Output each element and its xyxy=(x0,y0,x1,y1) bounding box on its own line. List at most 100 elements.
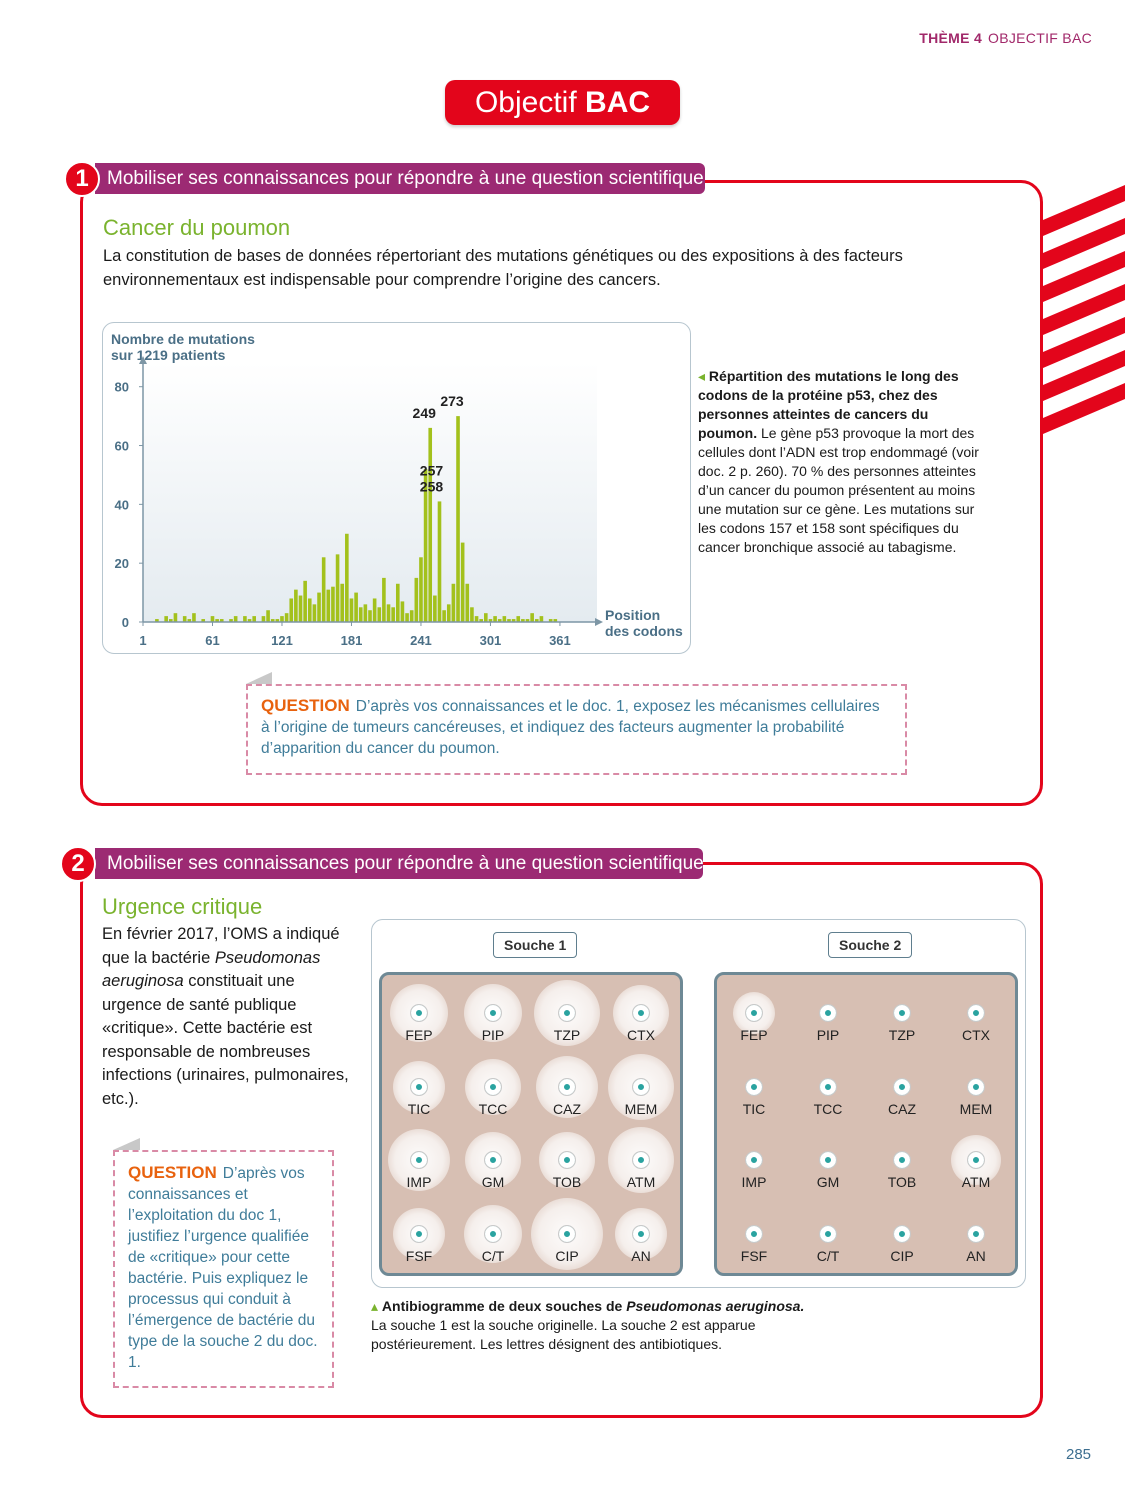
disc xyxy=(558,1151,576,1169)
disc xyxy=(558,1224,576,1243)
strain-label: Souche 2 xyxy=(828,932,913,958)
bar xyxy=(247,619,252,622)
disc xyxy=(558,1077,576,1096)
antibiotic-label: TCC xyxy=(813,1100,843,1117)
x-tick-label: 361 xyxy=(549,633,571,648)
bar xyxy=(405,613,409,622)
y-tick-label: 80 xyxy=(115,380,129,395)
bar xyxy=(345,533,349,622)
disc xyxy=(558,1004,576,1022)
bar xyxy=(534,619,539,622)
intro: La constitution de bases de données répe… xyxy=(103,247,903,289)
bar xyxy=(479,619,483,622)
bar xyxy=(229,619,233,622)
banner: Mobiliser ses connaissances pour répondr… xyxy=(95,163,705,194)
x-tick-label: 1 xyxy=(139,633,146,648)
x-tick-label: 121 xyxy=(271,633,293,648)
antibiotic-label: FSF xyxy=(740,1247,768,1264)
bar xyxy=(391,607,395,622)
bar xyxy=(507,619,511,622)
bar xyxy=(428,427,433,622)
disc xyxy=(484,1151,502,1169)
bar xyxy=(484,613,488,622)
bar xyxy=(280,616,284,622)
bar xyxy=(548,619,553,622)
bar xyxy=(460,542,465,622)
bar xyxy=(386,604,391,622)
disc xyxy=(967,1004,985,1022)
antibiotic-label: TCC xyxy=(478,1100,508,1117)
bar xyxy=(423,469,428,622)
antibiotic-label: MEM xyxy=(959,1100,993,1117)
disc xyxy=(484,1077,502,1096)
y-tick-label: 0 xyxy=(122,615,129,630)
title-light: Objectif xyxy=(474,86,577,119)
bar xyxy=(437,501,442,622)
antibiotic-label: FSF xyxy=(405,1247,433,1264)
bar xyxy=(400,601,405,622)
bar xyxy=(243,616,247,622)
antibiotic-label: AN xyxy=(631,1247,651,1264)
bar xyxy=(470,607,474,622)
antibiotic-label: CAZ xyxy=(888,1100,916,1117)
y-axis-arrow xyxy=(139,356,147,364)
x-tick-label: 241 xyxy=(410,633,432,648)
caption-bold: Antibiogramme de deux souches de xyxy=(381,1298,627,1314)
plate: FEP PIP TZP CTX TIC TCC CAZ MEM IMP GM TOB ATM FSF C/… xyxy=(714,972,1018,1276)
y-tick-label: 20 xyxy=(115,556,129,571)
intro-species: Pseudomonas aeruginosa xyxy=(102,948,321,991)
antibiotic-label: TZP xyxy=(553,1027,581,1043)
question-text: D’après vos connaissances et l’exploitat… xyxy=(128,1165,318,1371)
bar xyxy=(363,604,368,622)
disc xyxy=(819,1224,837,1243)
disc xyxy=(745,1224,763,1243)
y-tick-label: 40 xyxy=(115,497,129,512)
bar xyxy=(294,589,298,622)
bar xyxy=(516,616,521,622)
question-box: QUESTION D’après vos connaissances et le … xyxy=(246,684,907,775)
antibiotic-label: CAZ xyxy=(553,1100,581,1117)
disc xyxy=(410,1151,428,1169)
bar xyxy=(201,619,206,622)
bar xyxy=(219,619,224,622)
bar xyxy=(155,619,159,622)
caption-bold: Répartition des mutations le long des co… xyxy=(698,368,959,441)
x-axis-arrow xyxy=(595,618,603,626)
disc xyxy=(967,1077,985,1096)
antibiotic-label: ATM xyxy=(961,1174,991,1190)
disc xyxy=(410,1224,428,1243)
bar xyxy=(433,595,437,622)
disc xyxy=(410,1077,428,1096)
antibiotic-label: FEP xyxy=(405,1027,433,1043)
antibiotic-label: TIC xyxy=(407,1100,431,1117)
bar xyxy=(419,557,423,622)
plot-background xyxy=(143,362,597,622)
bar xyxy=(340,583,345,622)
intro-text: constituait une urgence de santé publiqu… xyxy=(102,972,349,1108)
theme: THÈME 4 xyxy=(919,30,983,46)
bar xyxy=(382,577,386,622)
x-axis-label: des codons xyxy=(605,623,683,639)
caption: ◂ Répartition des mutations le long des … xyxy=(698,367,983,557)
bar xyxy=(474,616,479,622)
bar xyxy=(502,616,507,622)
disc xyxy=(819,1151,837,1169)
antibiotic-label: C/T xyxy=(816,1247,840,1264)
bar xyxy=(456,416,460,622)
bar xyxy=(414,577,419,622)
antibiotic-label: ATM xyxy=(626,1174,656,1190)
bar xyxy=(349,598,354,622)
disc xyxy=(893,1077,911,1096)
bar xyxy=(270,619,275,622)
x-tick-label: 301 xyxy=(480,633,502,648)
banner: Mobiliser ses connaissances pour répondr… xyxy=(95,848,704,879)
bar xyxy=(442,610,446,622)
bar xyxy=(289,598,294,622)
title-bold: BAC xyxy=(585,86,651,119)
disc xyxy=(745,1151,763,1169)
antibiotic-label: GM xyxy=(481,1174,505,1190)
question-text: D’après vos connaissances et le doc. 1, … xyxy=(261,698,880,757)
disc xyxy=(484,1224,502,1243)
antibiotic-label: CIP xyxy=(890,1247,914,1264)
